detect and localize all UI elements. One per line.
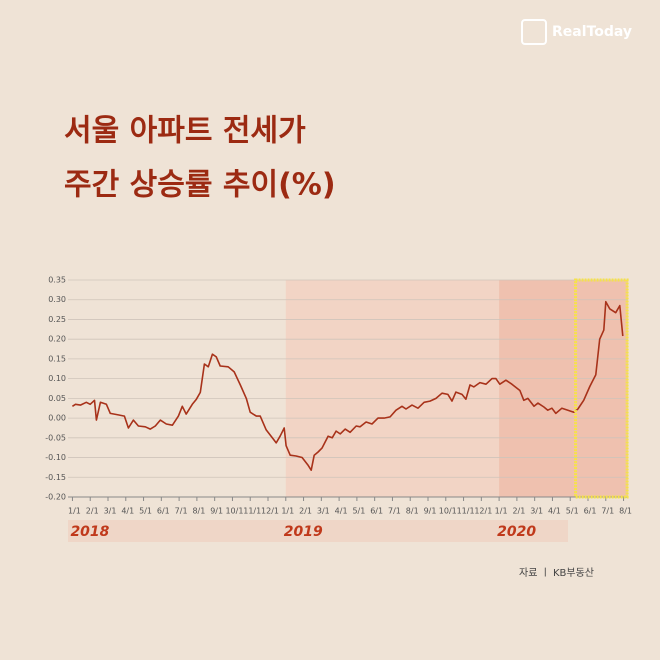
y-tick-label: 0.00 [48, 414, 66, 423]
x-tick-label: 2/1 [299, 507, 312, 516]
source: 자료 ㅣ KB부동산 [519, 567, 594, 579]
x-tick-label: 2/1 [86, 507, 99, 516]
x-tick-label: 7/1 [601, 507, 614, 516]
x-tick-label: 3/1 [530, 507, 543, 516]
x-tick-label: 7/1 [175, 507, 188, 516]
x-tick-label: 12/1 [474, 507, 492, 516]
x-tick-label: 7/1 [388, 507, 401, 516]
logo-icon [521, 19, 547, 45]
brand: RealToday [552, 24, 632, 40]
x-tick-label: 4/1 [335, 507, 348, 516]
highlight-box [574, 278, 629, 499]
year-label: 2018 [70, 524, 109, 540]
y-tick-label: 0.10 [48, 374, 66, 383]
y-tick-label: -0.20 [45, 493, 66, 502]
logo: RealToday [521, 19, 632, 45]
x-tick-label: 4/1 [548, 507, 561, 516]
x-tick-label: 12/1 [261, 507, 279, 516]
x-tick-label: 10/1 [225, 507, 243, 516]
x-tick-label: 5/1 [566, 507, 579, 516]
title-line: 주간 상승률 추이(%) [64, 168, 336, 203]
line-series [71, 300, 624, 471]
x-tick-label: 1/1 [281, 507, 294, 516]
x-tick-label: 8/1 [619, 507, 632, 516]
x-tick-label: 5/1 [352, 507, 365, 516]
x-tick-label: 6/1 [157, 507, 170, 516]
y-tick-label: 0.30 [48, 295, 66, 304]
x-tick-label: 1/1 [68, 507, 81, 516]
shaded-region [285, 280, 500, 497]
x-tick-label: 3/1 [104, 507, 117, 516]
year-label: 2020 [497, 524, 536, 540]
shaded-region [499, 280, 628, 497]
title-line: 서울 아파트 전세가 [64, 114, 306, 149]
x-tick-label: 1/1 [495, 507, 508, 516]
y-tick-label: 0.15 [48, 354, 66, 363]
y-tick-label: -0.05 [45, 433, 66, 442]
y-tick-label: -0.10 [45, 453, 66, 462]
x-tick-label: 11/1 [457, 507, 475, 516]
x-tick-label: 4/1 [121, 507, 134, 516]
y-tick-label: -0.15 [45, 473, 66, 482]
y-tick-label: 0.05 [48, 394, 66, 403]
x-tick-label: 6/1 [584, 507, 597, 516]
x-tick-label: 3/1 [317, 507, 330, 516]
year-band [68, 520, 568, 542]
x-tick-label: 5/1 [139, 507, 152, 516]
x-tick-label: 9/1 [210, 507, 223, 516]
year-label: 2019 [284, 524, 323, 540]
x-tick-label: 8/1 [406, 507, 419, 516]
y-tick-label: 0.35 [48, 276, 66, 285]
x-tick-label: 2/1 [512, 507, 525, 516]
y-tick-label: 0.25 [48, 315, 66, 324]
x-tick-label: 9/1 [424, 507, 437, 516]
x-tick-label: 11/1 [243, 507, 261, 516]
x-tick-label: 6/1 [370, 507, 383, 516]
x-tick-label: 8/1 [192, 507, 205, 516]
y-tick-label: 0.20 [48, 335, 66, 344]
x-tick-label: 10/1 [439, 507, 457, 516]
